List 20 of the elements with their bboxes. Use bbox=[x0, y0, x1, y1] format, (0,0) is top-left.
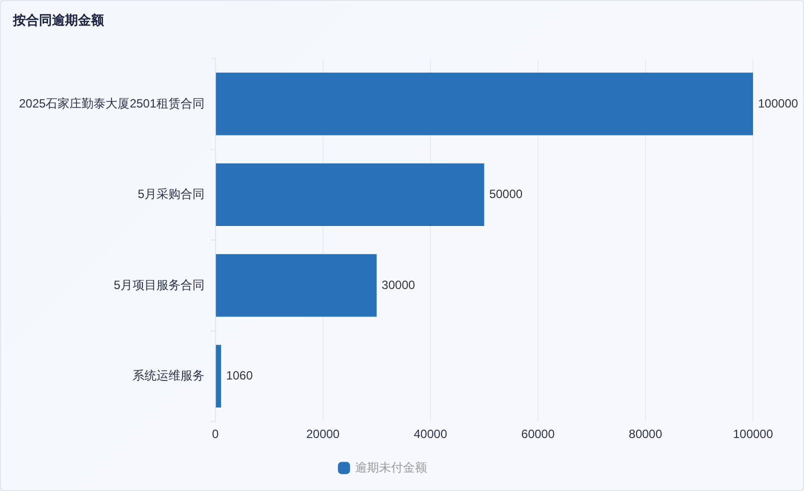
data-label: 1060 bbox=[226, 368, 254, 383]
data-label: 30000 bbox=[382, 278, 416, 292]
x-tick-label: 0 bbox=[212, 427, 220, 442]
y-tick-label: 5月项目服务合同 bbox=[114, 278, 204, 292]
x-tick-label: 100000 bbox=[732, 427, 774, 442]
y-tick-label: 5月采购合同 bbox=[138, 187, 204, 202]
x-tick-label: 80000 bbox=[628, 427, 662, 442]
x-tick-label: 20000 bbox=[306, 427, 340, 442]
x-tick-label: 60000 bbox=[521, 427, 555, 442]
y-tick-label: 2025石家庄勤泰大厦2501租赁合同 bbox=[19, 96, 204, 110]
y-tick-label: 系统运维服务 bbox=[132, 368, 204, 383]
data-label: 50000 bbox=[489, 187, 523, 202]
x-tick-label: 40000 bbox=[414, 427, 448, 442]
data-label: 100000 bbox=[758, 96, 798, 110]
bar bbox=[216, 254, 377, 317]
bar bbox=[216, 163, 484, 226]
text: 按合同逾期金额 bbox=[12, 12, 105, 28]
legend-label: 逾期未付金额 bbox=[355, 460, 427, 474]
bar bbox=[216, 344, 222, 408]
bar bbox=[216, 72, 753, 136]
